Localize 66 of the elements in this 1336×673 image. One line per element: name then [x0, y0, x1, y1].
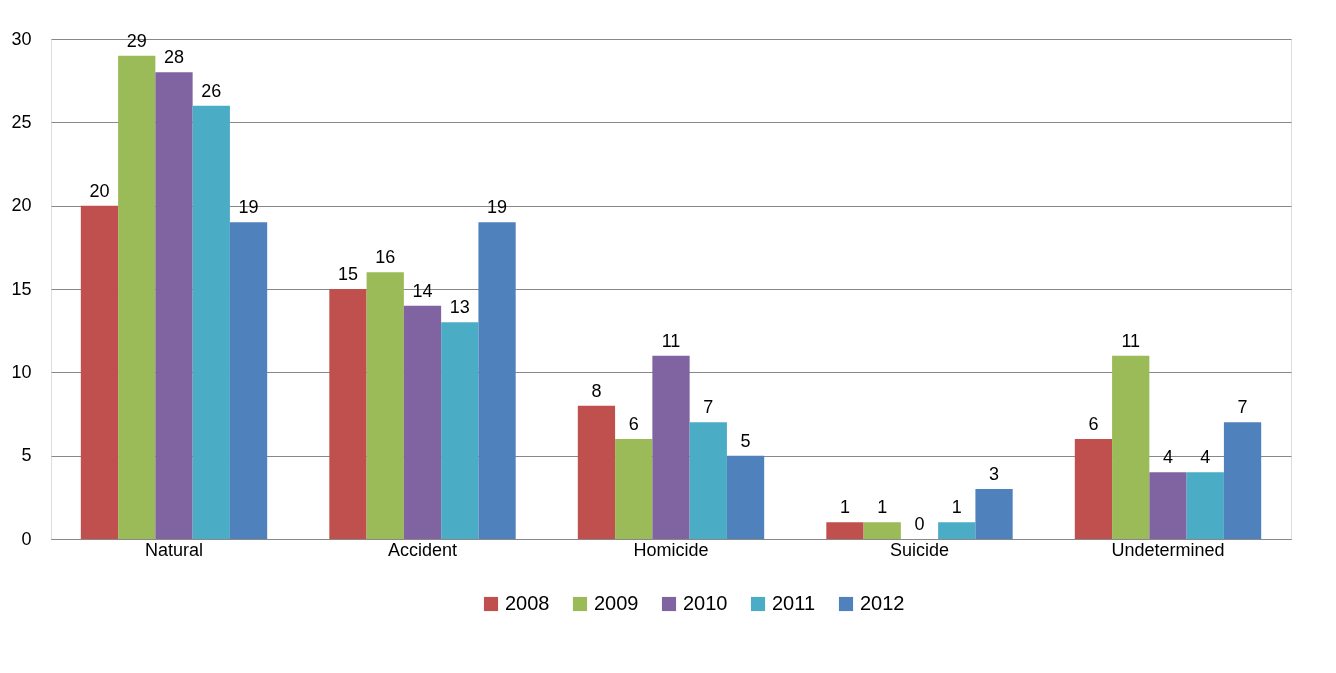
bar [615, 439, 653, 539]
bar [155, 72, 193, 539]
data-label: 6 [628, 414, 639, 434]
data-label: 11 [1121, 330, 1141, 351]
data-label: 29 [126, 30, 147, 51]
data-label: 1 [951, 497, 962, 518]
bar [118, 55, 156, 539]
data-label: 19 [487, 197, 508, 218]
bar [329, 289, 367, 539]
data-label: 19 [238, 197, 259, 218]
bar [652, 355, 690, 539]
bar [192, 105, 230, 539]
data-label: 6 [1088, 414, 1099, 434]
y-tick-label: 10 [11, 361, 32, 382]
data-label: 5 [740, 430, 751, 451]
bar [577, 405, 616, 539]
data-label: 1 [877, 497, 888, 518]
bar [80, 205, 119, 539]
data-label: 7 [703, 397, 714, 418]
data-label: 11 [661, 330, 681, 351]
bar [1149, 472, 1187, 539]
bar [1112, 355, 1150, 539]
legend-label: 2009 [594, 592, 639, 614]
bar [726, 455, 765, 539]
y-tick-label: 0 [21, 528, 32, 549]
y-tick-label: 15 [11, 278, 32, 299]
bar [863, 522, 901, 539]
x-tick-label: Accident [387, 539, 458, 560]
bar [975, 489, 1013, 539]
y-tick-label: 5 [21, 445, 32, 466]
legend-label: 2010 [683, 592, 728, 614]
x-tick-label: Undetermined [1111, 539, 1225, 560]
legend-label: 2012 [860, 592, 905, 614]
legend-label: 2011 [772, 592, 816, 614]
data-label: 3 [989, 464, 1000, 484]
data-label: 4 [1200, 447, 1211, 468]
data-label: 15 [337, 264, 358, 284]
y-tick-label: 20 [11, 195, 32, 216]
bar [938, 522, 976, 539]
data-label: 0 [914, 514, 925, 534]
data-label: 14 [412, 280, 433, 301]
data-label: 7 [1237, 397, 1248, 418]
data-label: 1 [839, 497, 850, 518]
legend-label: 2008 [505, 592, 550, 614]
bar [689, 422, 727, 539]
bar [826, 522, 864, 539]
bar [1074, 439, 1113, 539]
bar [229, 222, 268, 539]
data-label: 20 [89, 180, 110, 201]
x-tick-label: Natural [144, 539, 204, 560]
data-label: 16 [375, 247, 396, 268]
data-label: 4 [1162, 447, 1173, 468]
bar [441, 322, 479, 539]
bar [366, 272, 404, 539]
y-tick-label: 30 [11, 28, 32, 49]
data-label: 26 [201, 80, 222, 101]
y-tick-label: 25 [11, 111, 32, 132]
x-tick-label: Homicide [633, 539, 709, 560]
data-label: 28 [163, 47, 185, 68]
bar [403, 305, 442, 539]
bar [1186, 472, 1224, 539]
bar [1223, 422, 1262, 539]
bar [478, 222, 516, 539]
data-label: 8 [591, 380, 602, 401]
data-label: 13 [449, 297, 470, 318]
x-tick-label: Suicide [889, 539, 950, 560]
